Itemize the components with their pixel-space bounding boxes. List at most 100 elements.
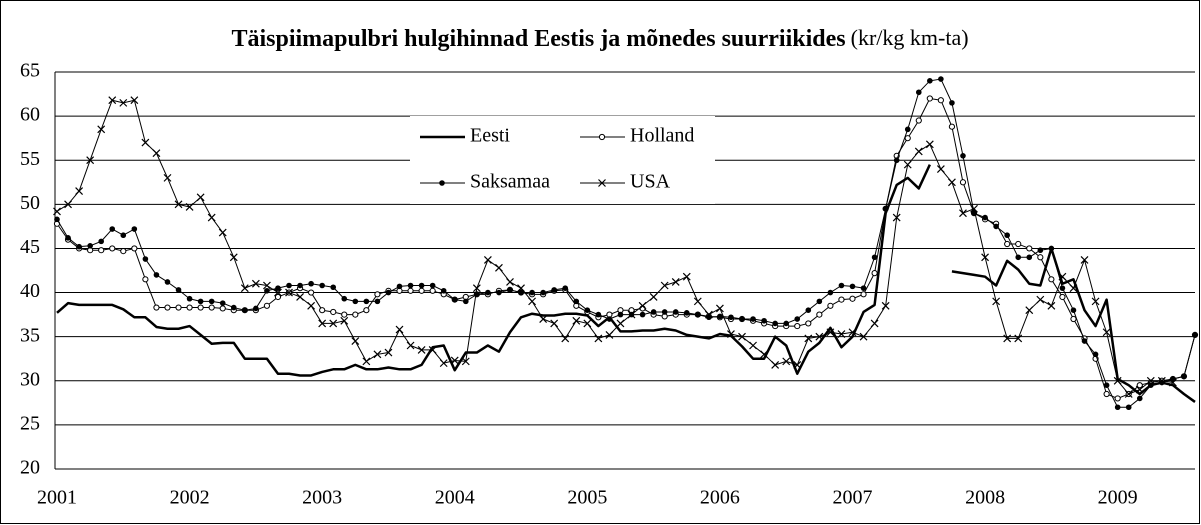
x-tick-label: 2007 [832, 487, 872, 509]
marker [418, 287, 425, 294]
marker [218, 228, 227, 237]
marker [682, 272, 691, 281]
marker [849, 283, 856, 290]
marker [1081, 338, 1088, 344]
marker [1058, 272, 1067, 281]
marker [816, 298, 823, 305]
marker [617, 311, 624, 318]
marker [982, 214, 988, 221]
marker [330, 284, 337, 291]
x-tick-label: 2003 [302, 487, 342, 509]
marker [1003, 334, 1012, 343]
marker [882, 205, 889, 212]
marker [417, 345, 426, 354]
marker [196, 193, 205, 202]
marker [407, 287, 414, 294]
marker [949, 100, 955, 106]
marker [108, 96, 117, 105]
marker [959, 179, 967, 186]
marker [242, 307, 248, 314]
marker [981, 253, 990, 262]
marker [297, 282, 303, 289]
marker [330, 308, 337, 316]
marker [598, 179, 606, 187]
marker [363, 307, 370, 314]
marker [616, 319, 625, 328]
marker [584, 307, 591, 314]
marker [1015, 254, 1022, 261]
marker [871, 270, 878, 277]
legend-label: Eesti [470, 125, 510, 147]
marker [583, 319, 592, 328]
marker [793, 360, 802, 369]
marker [904, 126, 911, 133]
marker [175, 287, 182, 293]
marker [960, 153, 966, 159]
marker [485, 289, 491, 296]
marker [308, 289, 315, 296]
marker [948, 123, 956, 130]
marker [174, 200, 183, 209]
marker [131, 245, 138, 252]
marker [1048, 276, 1055, 283]
marker [407, 282, 414, 289]
marker [240, 284, 249, 293]
marker [606, 316, 613, 322]
marker [120, 247, 127, 255]
marker [185, 203, 194, 211]
marker [815, 332, 824, 341]
marker [528, 297, 537, 306]
marker [927, 78, 933, 84]
marker [1026, 245, 1033, 252]
marker [760, 350, 769, 359]
legend: Eesti Holland Saksamaa USA [410, 116, 715, 204]
legend-box [410, 116, 715, 204]
marker [638, 301, 647, 310]
marker [605, 330, 614, 339]
marker [120, 232, 127, 239]
marker [275, 285, 281, 291]
marker [285, 288, 293, 297]
marker [64, 200, 72, 209]
marker [109, 245, 116, 252]
marker [119, 98, 128, 107]
marker [881, 301, 890, 310]
marker [461, 357, 470, 366]
marker [827, 302, 834, 309]
marker [87, 242, 93, 249]
marker [860, 285, 867, 291]
marker [1168, 378, 1177, 387]
marker [926, 95, 933, 102]
marker [772, 320, 778, 327]
marker [1047, 301, 1056, 310]
x-tick-label: 2006 [700, 487, 740, 509]
marker [507, 287, 513, 293]
marker [1135, 385, 1144, 394]
marker [727, 330, 735, 338]
marker [1036, 295, 1045, 304]
marker [1114, 395, 1121, 402]
marker [925, 140, 934, 149]
marker [915, 89, 922, 96]
marker [406, 341, 415, 350]
marker [207, 213, 216, 222]
marker [474, 291, 480, 298]
marker [704, 310, 713, 319]
marker [1026, 254, 1033, 261]
marker [804, 334, 813, 343]
marker [914, 147, 923, 156]
marker [229, 253, 238, 262]
marker [915, 117, 922, 124]
marker [1136, 395, 1143, 402]
marker [1091, 297, 1100, 306]
marker [594, 334, 603, 343]
marker [54, 216, 60, 223]
marker [783, 320, 790, 327]
marker [496, 289, 502, 296]
marker [1015, 240, 1022, 248]
marker [274, 288, 282, 297]
marker [660, 281, 669, 290]
marker [1146, 376, 1155, 385]
marker [341, 295, 348, 302]
marker [1157, 376, 1166, 385]
